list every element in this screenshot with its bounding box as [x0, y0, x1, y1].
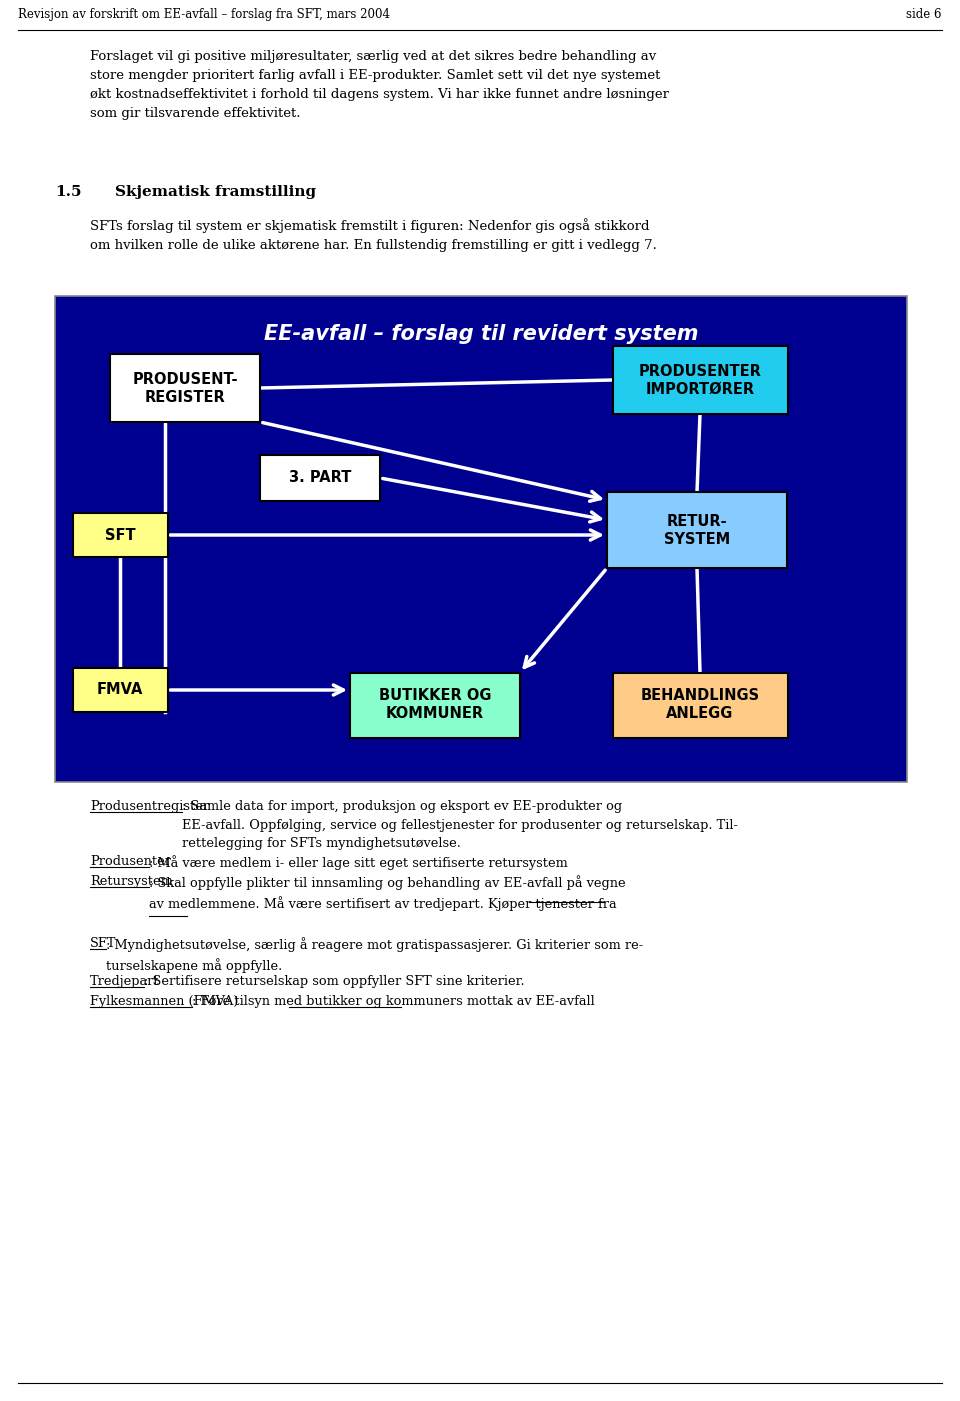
Bar: [612, 672, 787, 737]
Text: PRODUSENT-
REGISTER: PRODUSENT- REGISTER: [132, 371, 238, 405]
Text: PRODUSENTER
IMPORTØRER: PRODUSENTER IMPORTØRER: [638, 363, 761, 396]
Bar: [110, 354, 260, 422]
Text: Revisjon av forskrift om EE-avfall – forslag fra SFT, mars 2004: Revisjon av forskrift om EE-avfall – for…: [18, 8, 390, 21]
Text: Retursystem: Retursystem: [90, 876, 173, 888]
Text: Forslaget vil gi positive miljøresultater, særlig ved at det sikres bedre behand: Forslaget vil gi positive miljøresultate…: [90, 50, 669, 120]
Text: SFT: SFT: [105, 528, 135, 542]
Bar: [260, 455, 380, 502]
Text: SFT: SFT: [90, 937, 116, 950]
Bar: [55, 296, 907, 782]
Text: 3. PART: 3. PART: [289, 471, 351, 486]
Bar: [612, 346, 787, 415]
Bar: [350, 672, 520, 737]
Text: 1.5: 1.5: [55, 185, 82, 199]
Text: FMVA: FMVA: [97, 682, 143, 698]
Bar: [607, 492, 787, 567]
Text: : Skal oppfylle plikter til innsamling og behandling av EE-avfall på vegne
av me: : Skal oppfylle plikter til innsamling o…: [150, 876, 626, 911]
Text: Produsentregister: Produsentregister: [90, 800, 209, 813]
Bar: [73, 668, 167, 712]
Bar: [73, 513, 167, 558]
Text: : Må være medlem i- eller lage sitt eget sertifiserte retursystem: : Må være medlem i- eller lage sitt eget…: [150, 855, 568, 870]
Text: : Føre tilsyn med butikker og kommuners mottak av EE-avfall: : Føre tilsyn med butikker og kommuners …: [193, 995, 595, 1007]
Text: BEHANDLINGS
ANLEGG: BEHANDLINGS ANLEGG: [640, 688, 759, 722]
Text: : Myndighetsutøvelse, særlig å reagere mot gratispassasjerer. Gi kriterier som r: : Myndighetsutøvelse, særlig å reagere m…: [107, 937, 643, 974]
Text: : Samle data for import, produksjon og eksport ev EE-produkter og
EE-avfall. Opp: : Samle data for import, produksjon og e…: [181, 800, 737, 850]
Text: Skjematisk framstilling: Skjematisk framstilling: [115, 185, 316, 199]
Text: Produsenter: Produsenter: [90, 855, 171, 869]
Text: side 6: side 6: [906, 8, 942, 21]
Text: Fylkesmannen (FMVA): Fylkesmannen (FMVA): [90, 995, 238, 1007]
Text: : Sertifisere returselskap som oppfyller SFT sine kriterier.: : Sertifisere returselskap som oppfyller…: [144, 975, 524, 988]
Text: Tredjepart: Tredjepart: [90, 975, 159, 988]
Text: SFTs forslag til system er skjematisk fremstilt i figuren: Nedenfor gis også sti: SFTs forslag til system er skjematisk fr…: [90, 219, 657, 252]
Text: RETUR-
SYSTEM: RETUR- SYSTEM: [664, 514, 731, 546]
Text: BUTIKKER OG
KOMMUNER: BUTIKKER OG KOMMUNER: [379, 688, 492, 722]
Text: EE-avfall – forslag til revidert system: EE-avfall – forslag til revidert system: [264, 324, 698, 345]
